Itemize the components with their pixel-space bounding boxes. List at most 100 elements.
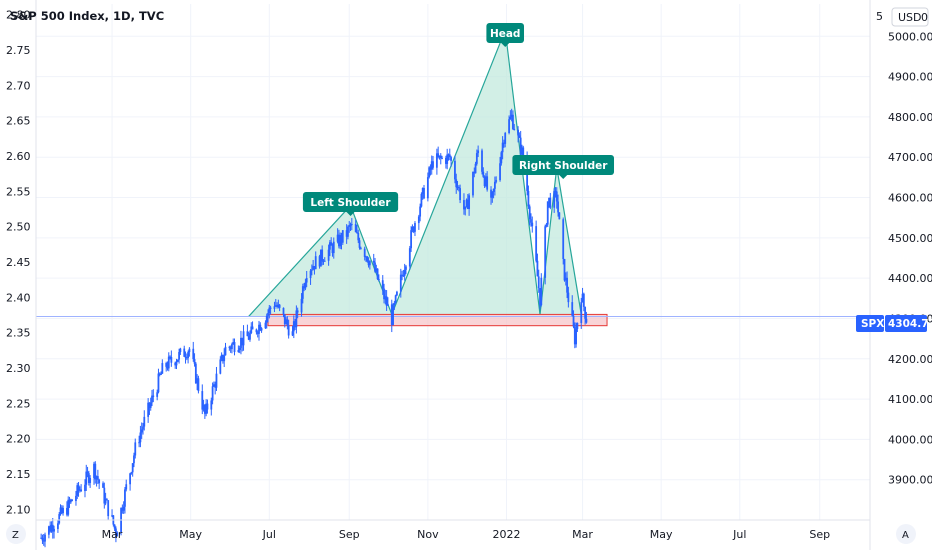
candle-body — [241, 337, 244, 346]
left-axis-tick: 2.65 — [6, 115, 31, 128]
left_shoulder-label-bg — [302, 192, 399, 212]
currency-button[interactable]: USD 0 — [891, 7, 929, 27]
candle-body — [95, 476, 98, 480]
left-axis-tick: 2.20 — [6, 433, 31, 446]
candle-body — [527, 190, 530, 207]
candle-body — [558, 212, 561, 220]
candle-body — [426, 177, 429, 199]
candle-body — [535, 226, 538, 261]
candle-body — [220, 354, 223, 360]
time-axis-tick: May — [179, 528, 202, 541]
candle-body — [419, 206, 422, 217]
candle-body — [414, 223, 416, 232]
candle-body — [412, 226, 415, 232]
left_shoulder-label[interactable]: Left Shoulder — [302, 192, 399, 216]
candle-body — [41, 537, 44, 541]
candle-body — [492, 188, 495, 192]
candle-body — [309, 270, 312, 279]
candle-body — [571, 302, 574, 316]
candle-body — [328, 242, 331, 250]
candle-body — [428, 167, 431, 178]
time-axis-tick: Jul — [732, 528, 746, 541]
candle-body — [67, 499, 70, 515]
candle-body — [115, 528, 117, 537]
candle-body — [66, 507, 68, 515]
candle-body — [557, 201, 559, 213]
candle-body — [408, 248, 411, 267]
candle-body — [237, 349, 240, 353]
candle-body — [432, 161, 434, 168]
candle-body — [152, 395, 155, 397]
candle-body — [250, 326, 253, 334]
candle-body — [554, 190, 557, 192]
head-label[interactable]: Head — [486, 23, 525, 47]
candle-body — [546, 201, 549, 225]
scale-mode-auto-button[interactable]: A — [896, 524, 916, 544]
candle-body — [519, 137, 522, 155]
candle-body — [510, 114, 513, 117]
candle-body — [113, 524, 116, 529]
candle-body — [375, 268, 378, 272]
left-axis-tick: 2.70 — [6, 79, 31, 92]
candle-body — [504, 133, 507, 144]
candle-body — [201, 391, 204, 410]
candle-body — [116, 532, 119, 537]
candle-body — [314, 256, 317, 270]
candle-body — [251, 326, 254, 330]
candle-body — [265, 315, 268, 323]
candle-body — [582, 293, 585, 307]
candle-body — [528, 206, 531, 220]
candle-body — [301, 286, 304, 299]
candle-body — [51, 524, 54, 532]
right_shoulder-label[interactable]: Right Shoulder — [512, 155, 615, 179]
scale-mode-left-button[interactable]: Z — [6, 524, 26, 544]
candle-body — [124, 489, 126, 507]
candle-body — [40, 537, 43, 539]
candle-body — [76, 485, 79, 496]
candle-body — [341, 230, 344, 243]
candle-body — [212, 384, 215, 387]
right-axis-tick: 4800.00 — [888, 111, 932, 124]
price-scale-tag[interactable]: SPX 4304.77 — [856, 315, 932, 332]
candle-body — [323, 260, 326, 262]
candle-body — [384, 296, 387, 300]
right-axis-tick: 4200.00 — [888, 353, 932, 366]
candle-body — [450, 157, 452, 161]
candle-body — [499, 163, 501, 181]
candle-body — [183, 348, 186, 357]
candle-body — [437, 153, 440, 158]
candle-body — [584, 306, 587, 319]
candle-body — [78, 489, 81, 491]
candle-body — [345, 230, 348, 237]
candle-body — [390, 304, 393, 325]
candle-body — [42, 540, 45, 542]
candle-body — [459, 188, 461, 201]
candle-body — [567, 292, 570, 303]
left-axis-tick: 2.10 — [6, 503, 31, 516]
candle-body — [130, 472, 133, 474]
time-axis-tick: Sep — [339, 528, 360, 541]
candle-body — [185, 357, 188, 359]
candle-body — [473, 172, 476, 174]
candle-body — [196, 378, 199, 384]
candle-body — [581, 293, 584, 303]
candle-body — [184, 356, 187, 358]
candle-body — [86, 471, 89, 474]
left-axis-tick: 2.15 — [6, 468, 31, 481]
time-axis-tick: 2022 — [492, 528, 520, 541]
time-axis-tick: Nov — [417, 528, 439, 541]
candle-body — [383, 288, 385, 300]
left-scale-label: Z — [12, 530, 19, 541]
candle-body — [57, 523, 59, 529]
annotation-labels: Left Shoulder Head Right Shoulder — [302, 23, 615, 216]
candle-body — [555, 191, 558, 202]
candle-body — [475, 153, 478, 164]
candle-body — [367, 261, 370, 266]
right-axis-tick: 4700.00 — [888, 151, 932, 164]
candle-body — [490, 189, 492, 198]
candle-body — [348, 225, 351, 227]
candle-body — [193, 359, 196, 364]
candle-body — [104, 499, 107, 504]
candle-body — [50, 524, 53, 532]
